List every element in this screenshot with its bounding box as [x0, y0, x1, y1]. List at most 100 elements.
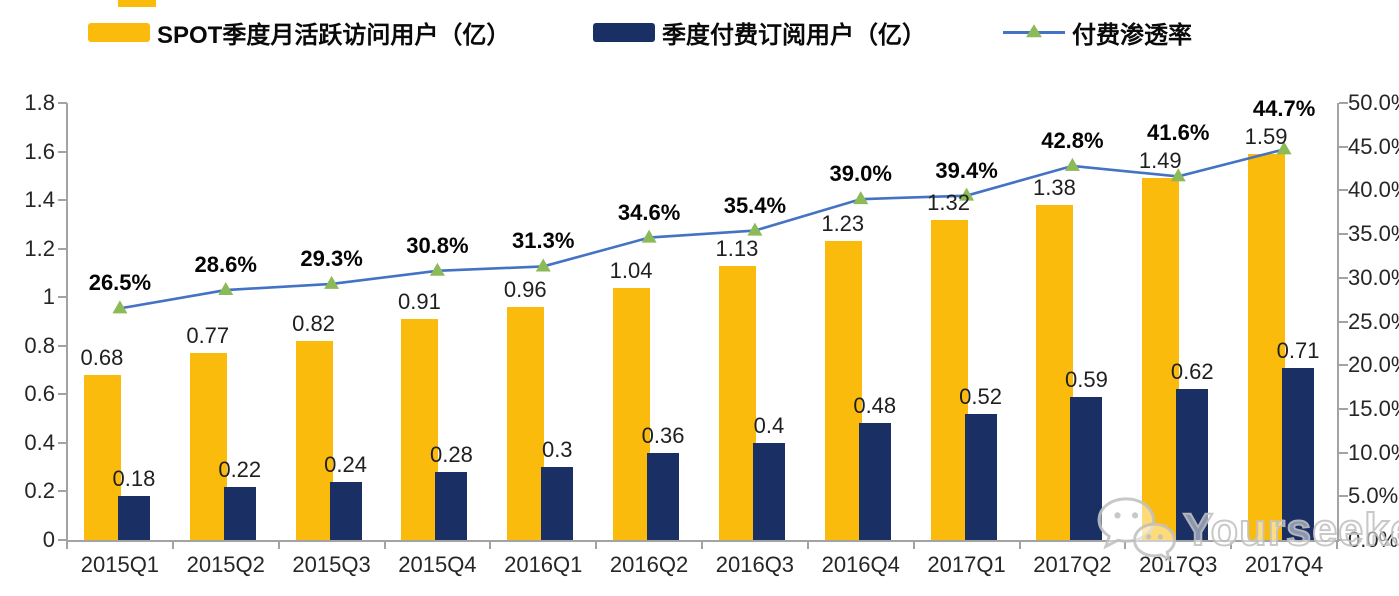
x-axis-label: 2015Q2 [186, 552, 265, 577]
mau-bar [83, 374, 121, 540]
triangle-marker-icon [218, 282, 234, 296]
y-axis-left-label: 0 [42, 527, 55, 552]
y-axis-right-label: 40.0% [1348, 177, 1399, 203]
subscriber-value-label: 0.36 [641, 422, 685, 448]
penetration-point-label: 42.8% [1041, 127, 1104, 153]
y-axis-left-label: 1 [42, 284, 55, 310]
triangle-marker-icon [429, 262, 445, 276]
subscriber-bar [1176, 389, 1209, 540]
triangle-marker-icon [1064, 157, 1080, 171]
x-axis-tick [66, 540, 68, 549]
x-axis-label: 2016Q2 [609, 552, 689, 577]
triangle-marker-icon [535, 258, 551, 272]
triangle-marker-icon [641, 229, 657, 243]
penetration-point-label: 28.6% [194, 252, 257, 278]
subscriber-value-label: 0.4 [753, 412, 785, 438]
y-axis-left-tick [58, 539, 67, 541]
x-axis-tick [806, 540, 809, 549]
y-axis-left-label: 0.6 [24, 381, 55, 407]
y-axis-left-label: 1.6 [24, 138, 55, 164]
y-axis-right-label: 5.0% [1348, 483, 1399, 509]
y-axis-left-tick [58, 102, 67, 104]
x-axis-label: 2017Q1 [927, 552, 1006, 577]
penetration-point-label: 39.4% [935, 157, 998, 183]
y-axis-right-tick [1339, 364, 1348, 367]
y-axis-right-tick [1339, 539, 1348, 541]
y-axis-left-tick [58, 344, 67, 347]
x-axis-label: 2015Q4 [398, 552, 477, 577]
subscriber-bar [858, 423, 891, 540]
x-axis-tick [1336, 540, 1338, 549]
legend-label-mau: SPOT季度月活跃访问用户（亿） [157, 21, 511, 49]
mau-value-label: 1.32 [927, 189, 970, 215]
x-axis-label: 2017Q4 [1244, 552, 1324, 577]
mau-value-label: 1.04 [609, 257, 653, 283]
subscriber-value-label: 0.71 [1276, 337, 1320, 363]
subscriber-bar [1070, 396, 1103, 540]
y-axis-right-tick [1339, 102, 1348, 104]
y-axis-right-label: 20.0% [1348, 352, 1399, 378]
y-axis-left-label: 0.4 [24, 429, 55, 455]
legend-label-subscribers: 季度付费订阅用户（亿） [662, 21, 926, 49]
y-axis-right-tick [1339, 276, 1348, 279]
y-axis-left-label: 0.2 [24, 478, 55, 504]
y-axis-right-tick [1339, 320, 1348, 323]
penetration-point-label: 29.3% [300, 245, 363, 271]
y-axis-right-label: 25.0% [1348, 308, 1399, 334]
x-axis-tick [383, 540, 386, 549]
y-axis-right-label: 0.0% [1348, 527, 1399, 552]
subscriber-value-label: 0.62 [1170, 359, 1214, 385]
y-axis-right-label: 45.0% [1348, 133, 1399, 159]
mau-bar [930, 219, 968, 540]
penetration-legend-line [1003, 24, 1065, 38]
x-axis-tick [912, 540, 915, 549]
y-axis-right-tick [1339, 407, 1348, 410]
mau-value-label: 1.13 [715, 235, 759, 261]
triangle-marker-icon [324, 275, 340, 289]
y-axis-left-tick [58, 490, 67, 493]
y-axis-left-label: 0.8 [24, 332, 55, 358]
x-axis-label: 2016Q1 [504, 552, 583, 577]
y-axis-right-tick [1339, 495, 1348, 498]
mau-value-label: 0.77 [186, 323, 230, 349]
subscriber-value-label: 0.24 [324, 451, 367, 477]
triangle-marker-icon [112, 300, 128, 314]
y-axis-right-label: 50.0% [1348, 90, 1399, 115]
penetration-point-label: 26.5% [88, 270, 152, 296]
subscriber-bar [1282, 367, 1315, 540]
mau-value-label: 1.23 [821, 211, 865, 237]
subscriber-bar [435, 472, 468, 540]
subscriber-value-label: 0.18 [112, 466, 156, 492]
subscriber-bar [964, 413, 997, 540]
mau-bar [189, 353, 227, 540]
mau-value-label: 0.91 [397, 289, 441, 315]
mau-bar [295, 340, 333, 540]
penetration-point-label: 34.6% [617, 199, 681, 225]
penetration-point-label: 41.6% [1147, 120, 1210, 146]
subscriber-value-label: 0.52 [959, 383, 1002, 409]
y-axis-right-label: 15.0% [1348, 395, 1399, 421]
subscriber-bar [752, 442, 785, 540]
subscriber-bar [329, 481, 362, 540]
x-axis-tick [1230, 540, 1233, 549]
penetration-point-label: 30.8% [406, 232, 469, 258]
subscriber-value-label: 0.48 [853, 393, 897, 419]
watermark: Yourseeker [1093, 494, 1399, 566]
subscriber-bar [117, 496, 150, 540]
mau-value-label: 0.82 [292, 310, 335, 336]
x-axis-label: 2015Q1 [80, 552, 160, 577]
triangle-marker-icon [747, 222, 763, 236]
cropped-legend-artifact [118, 0, 156, 7]
y-axis-right-tick [1339, 233, 1348, 236]
subscribers-legend-swatch [593, 22, 655, 42]
subscriber-bar [647, 452, 680, 540]
x-axis-tick [277, 540, 280, 549]
x-axis-tick [1018, 540, 1021, 549]
wechat-icon [1097, 497, 1176, 563]
penetration-point-label: 35.4% [723, 192, 787, 218]
x-axis-label: 2016Q3 [715, 552, 795, 577]
subscriber-value-label: 0.59 [1064, 366, 1108, 392]
penetration-point-label: 44.7% [1252, 95, 1316, 121]
penetration-line [119, 148, 1285, 310]
